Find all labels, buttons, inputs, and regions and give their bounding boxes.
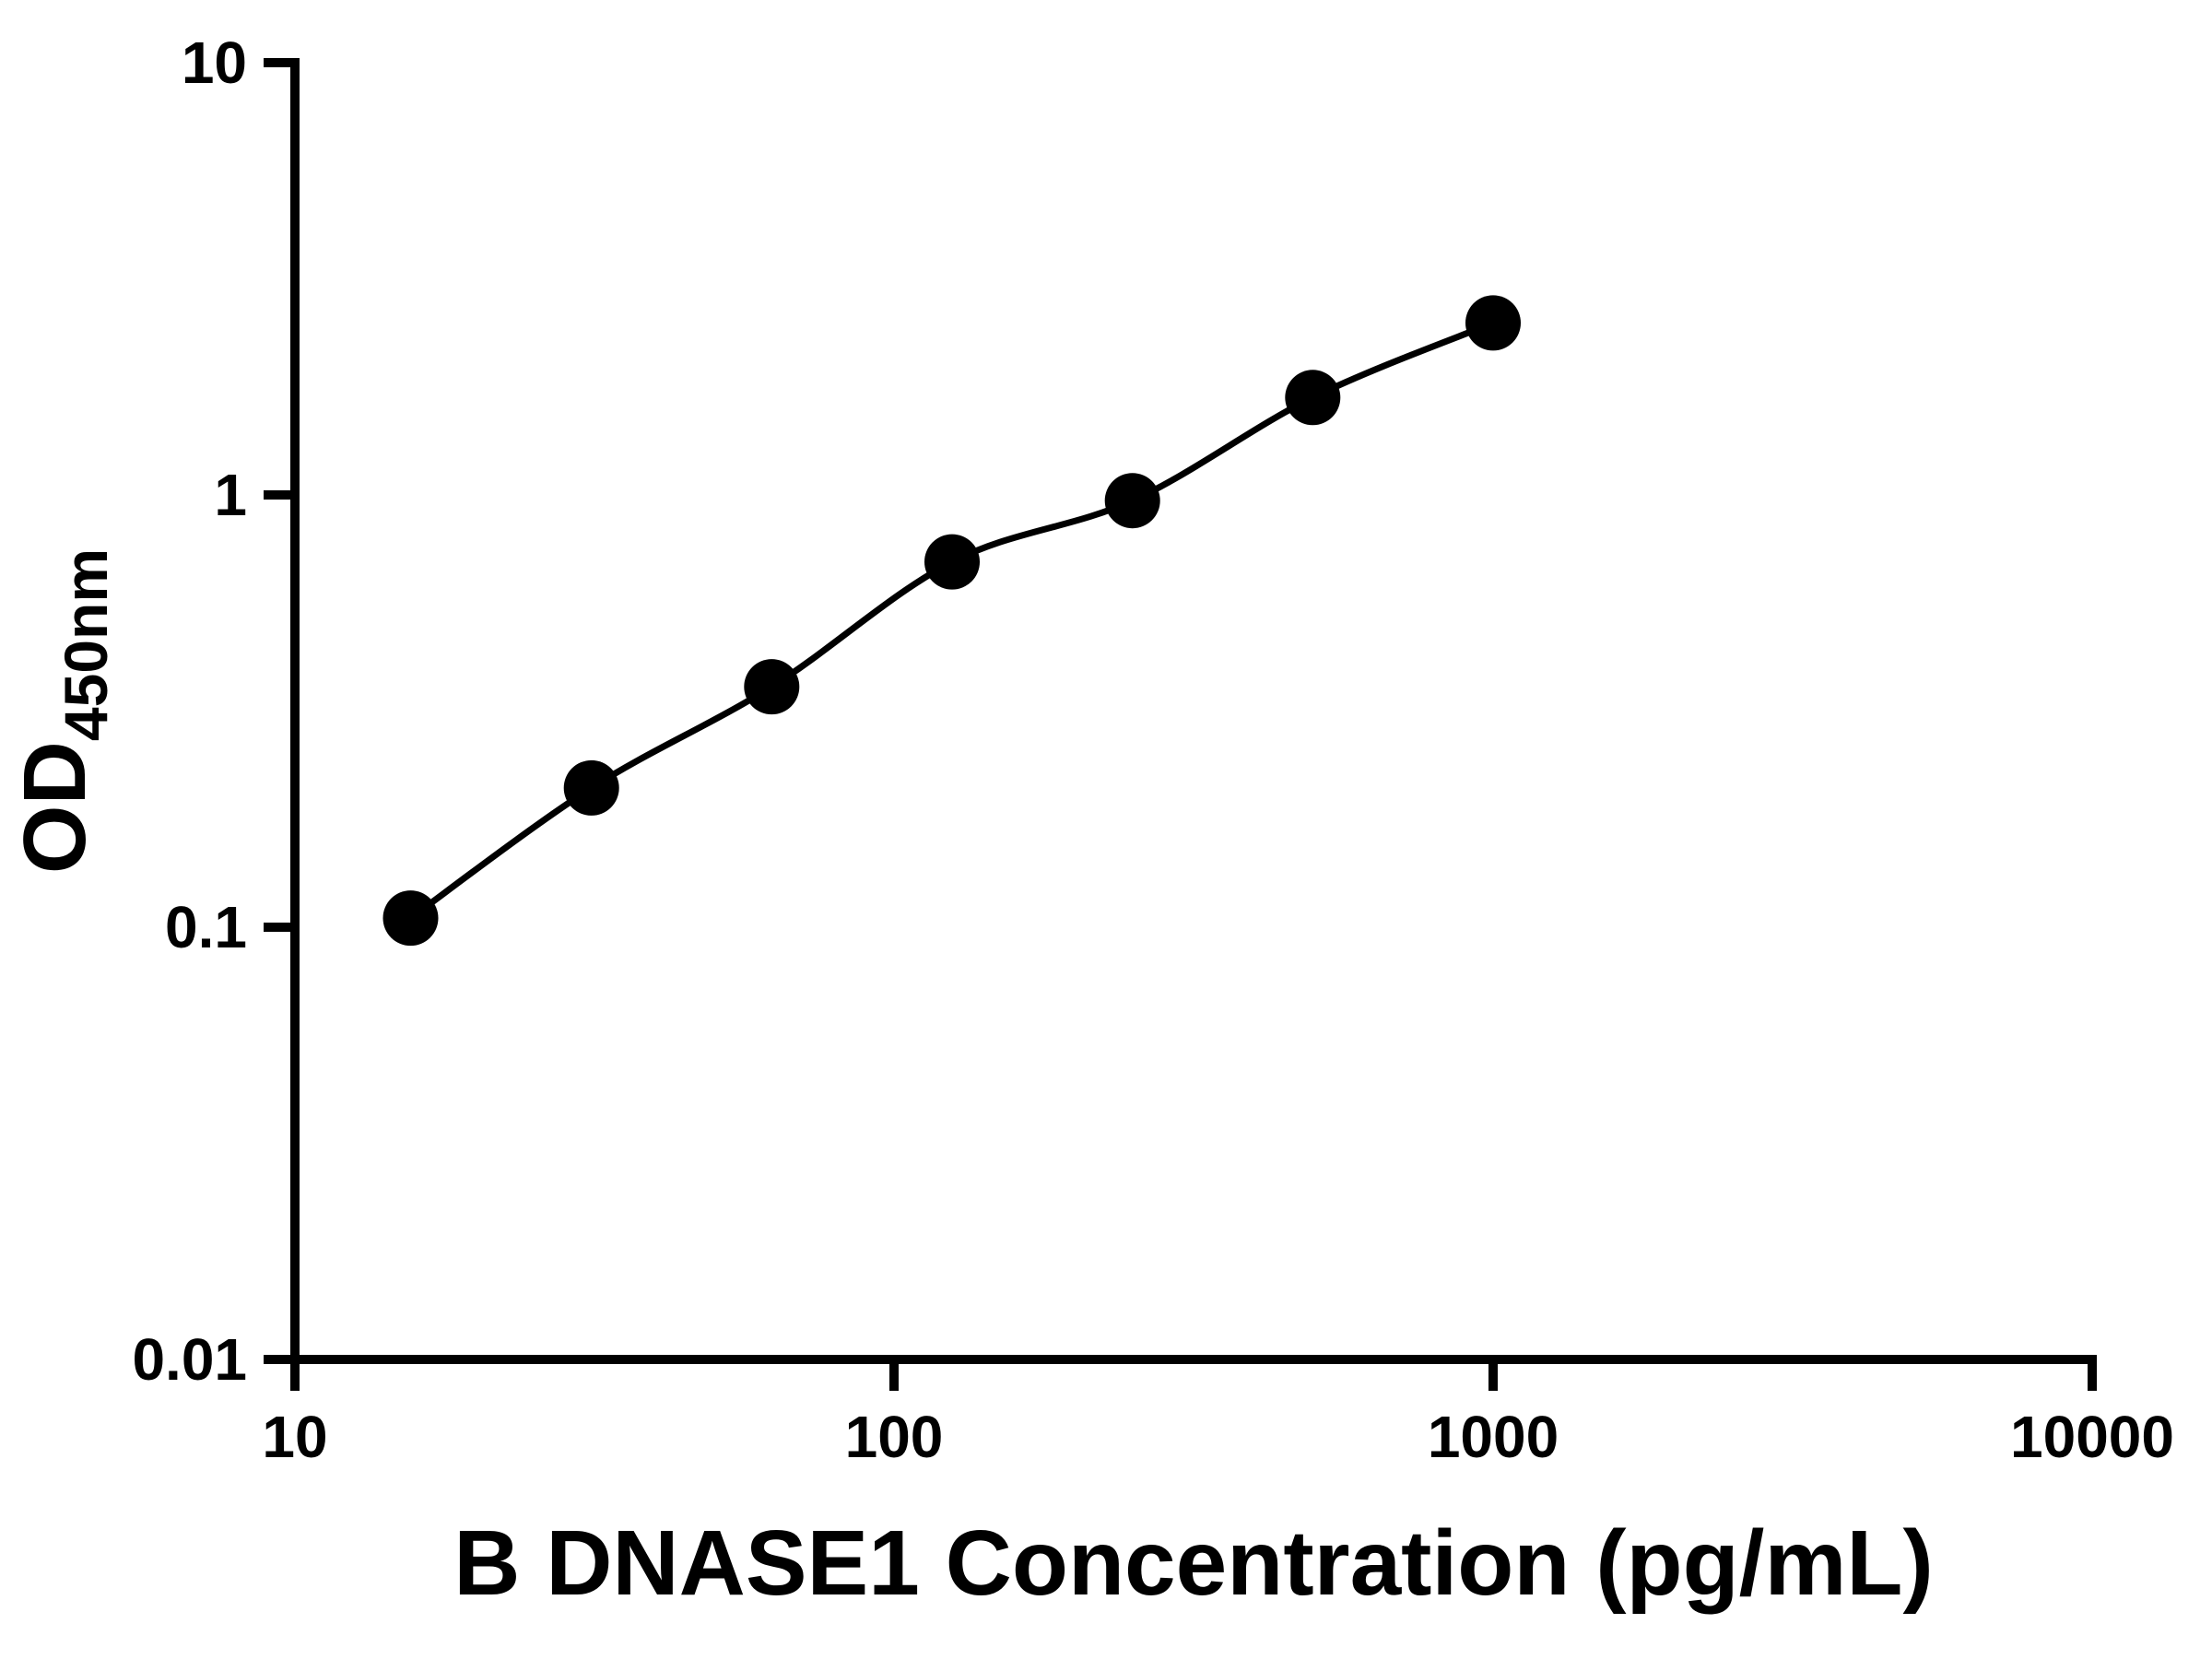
y-axis-title-main: OD [6, 741, 104, 874]
y-tick-label: 0.1 [165, 894, 247, 960]
data-point-0 [382, 890, 439, 947]
axis-spines [290, 58, 2097, 1364]
y-axis-title-subscript: 450nm [52, 548, 120, 741]
y-tick-label: 1 [214, 462, 247, 528]
data-point-4 [1104, 473, 1160, 529]
y-axis-title: OD450nm [6, 548, 120, 874]
data-point-2 [744, 659, 800, 715]
data-point-3 [924, 534, 980, 590]
x-tick-label: 1000 [1428, 1404, 1559, 1470]
x-tick-label: 100 [845, 1404, 944, 1470]
data-point-1 [563, 759, 619, 816]
y-tick-label: 10 [182, 29, 247, 96]
x-tick-label: 10 [262, 1404, 327, 1470]
x-tick-label: 10000 [2010, 1404, 2174, 1470]
data-point-6 [1465, 295, 1521, 351]
data-point-5 [1285, 370, 1341, 426]
x-axis-title: B DNASE1 Concentration (pg/mL) [453, 1512, 1934, 1615]
y-tick-label: 0.01 [132, 1326, 247, 1393]
